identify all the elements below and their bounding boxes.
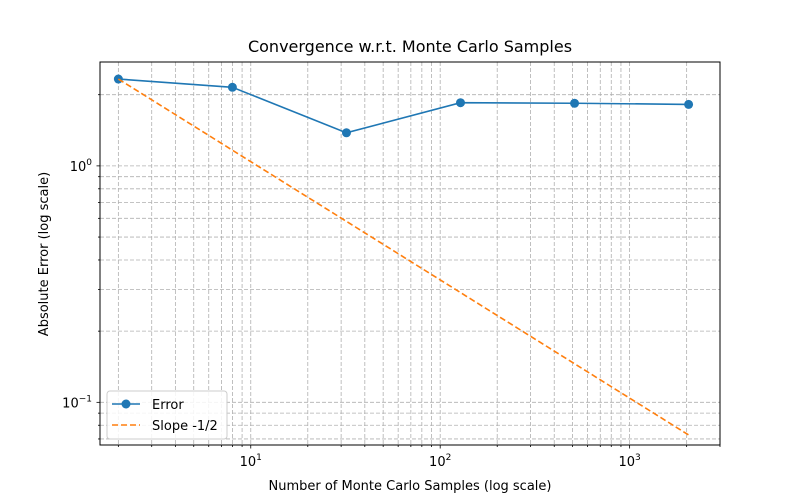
- y-tick-label: 100: [70, 158, 93, 175]
- series-line-1: [117, 78, 690, 436]
- plot-frame: [99, 61, 721, 446]
- ticks: 101 102 103 10−1 100: [62, 94, 721, 470]
- y-axis-label: Absolute Error (log scale): [37, 172, 52, 336]
- grid: [100, 62, 721, 445]
- chart-title: Convergence w.r.t. Monte Carlo Samples: [248, 37, 572, 56]
- x-axis-label: Number of Monte Carlo Samples (log scale…: [269, 479, 552, 494]
- data-point: [227, 82, 237, 92]
- x-tick-label: 102: [429, 453, 451, 470]
- legend-label: Slope -1/2: [152, 419, 218, 434]
- legend: Error Slope -1/2: [106, 390, 228, 440]
- legend-label: Error: [152, 398, 184, 413]
- data-point: [455, 98, 465, 108]
- series-line-0: [118, 78, 689, 134]
- data-point: [570, 98, 580, 108]
- legend-marker: [121, 399, 131, 409]
- data-point: [113, 74, 123, 84]
- data-point: [341, 128, 351, 138]
- legend-box: [106, 390, 228, 440]
- x-tick-label: 101: [240, 453, 262, 470]
- y-tick-label: 10−1: [62, 394, 92, 411]
- data-point: [684, 99, 694, 109]
- x-tick-label: 103: [618, 453, 640, 470]
- series-layer: [113, 74, 694, 436]
